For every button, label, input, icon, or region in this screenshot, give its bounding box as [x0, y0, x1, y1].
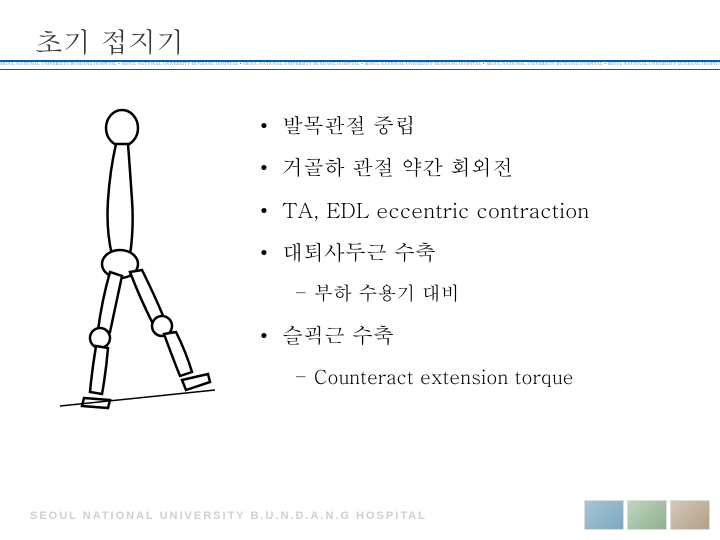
bullet-marker: •: [260, 110, 282, 138]
sub-bullet-item: – 부하 수용기 대비: [296, 279, 700, 306]
bullet-text: 거골하 관절 약간 회외전: [282, 152, 700, 180]
sub-bullet-marker: –: [296, 279, 314, 306]
footer-thumb: [627, 500, 667, 530]
gait-figure: [40, 100, 220, 420]
bullet-marker: •: [260, 195, 282, 223]
content-list: • 발목관절 중립 • 거골하 관절 약간 회외전 • TA, EDL ecce…: [260, 110, 700, 404]
sub-bullet-text: 부하 수용기 대비: [314, 279, 700, 306]
bullet-item: • 대퇴사두근 수축: [260, 237, 700, 265]
bullet-text: 대퇴사두근 수축: [282, 237, 700, 265]
bullet-item: • 슬괵근 수축: [260, 320, 700, 348]
sub-bullet-text: Counteract extension torque: [314, 363, 700, 390]
bullet-text: 발목관절 중립: [282, 110, 700, 138]
footer-text: SEOUL NATIONAL UNIVERSITY B.U.N.D.A.N.G …: [30, 510, 427, 522]
bullet-item: • TA, EDL eccentric contraction: [260, 195, 700, 223]
bullet-marker: •: [260, 152, 282, 180]
bullet-marker: •: [260, 237, 282, 265]
bullet-item: • 거골하 관절 약간 회외전: [260, 152, 700, 180]
sub-bullet-marker: –: [296, 363, 314, 390]
slide-title: 초기 접지기: [35, 20, 184, 60]
sub-bullet-item: – Counteract extension torque: [296, 363, 700, 390]
banner-text: SEOUL NATIONAL UNIVERSITY BUNDANG HOSPIT…: [0, 61, 720, 67]
bullet-item: • 발목관절 중립: [260, 110, 700, 138]
footer-images: [584, 500, 710, 530]
footer-thumb: [584, 500, 624, 530]
bullet-text: 슬괵근 수축: [282, 320, 700, 348]
footer-thumb: [670, 500, 710, 530]
bullet-text: TA, EDL eccentric contraction: [282, 195, 700, 223]
bullet-marker: •: [260, 320, 282, 348]
